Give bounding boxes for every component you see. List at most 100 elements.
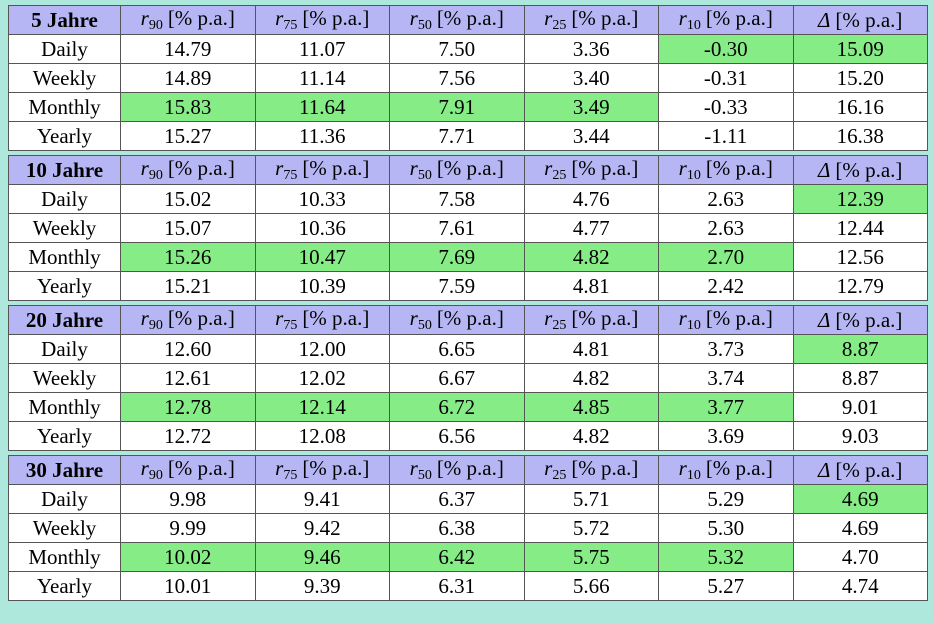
data-row: Daily 12.60 12.00 6.65 4.81 3.73 8.87 — [8, 334, 928, 364]
data-row: Daily 14.79 11.07 7.50 3.36 -0.30 15.09 — [8, 34, 928, 64]
value-cell: 5.27 — [658, 571, 794, 601]
column-header: r90 [% p.a.] — [120, 155, 256, 185]
value-cell: 7.91 — [389, 92, 525, 122]
header-unit: [% p.a.] — [167, 6, 235, 30]
data-row: Weekly 9.99 9.42 6.38 5.72 5.30 4.69 — [8, 513, 928, 543]
data-row: Daily 9.98 9.41 6.37 5.71 5.29 4.69 — [8, 484, 928, 514]
value-cell: 5.29 — [658, 484, 794, 514]
value-cell: 10.02 — [120, 542, 256, 572]
header-symbol: r — [409, 306, 418, 330]
row-label: Weekly — [8, 213, 121, 243]
header-symbol: r — [275, 6, 284, 30]
tables: 5 Jahre r90 [% p.a.] r75 [% p.a.] r50 [% p.a.]… — [8, 5, 928, 605]
value-cell: 6.72 — [389, 392, 525, 422]
data-row: Monthly 12.78 12.14 6.72 4.85 3.77 9.01 — [8, 392, 928, 422]
header-symbol: r — [544, 306, 553, 330]
data-row: Yearly 15.21 10.39 7.59 4.81 2.42 12.79 — [8, 271, 928, 301]
header-symbol: Δ — [818, 7, 831, 32]
header-symbol: r — [678, 306, 687, 330]
header-unit: [% p.a.] — [436, 6, 504, 30]
row-label: Weekly — [8, 63, 121, 93]
value-cell: 9.99 — [120, 513, 256, 543]
data-row: Weekly 14.89 11.14 7.56 3.40 -0.31 15.20 — [8, 63, 928, 93]
header-subscript: 10 — [686, 18, 701, 33]
value-cell: -0.30 — [658, 34, 794, 64]
value-cell: 14.89 — [120, 63, 256, 93]
value-cell: 7.71 — [389, 121, 525, 151]
value-cell: 10.39 — [254, 271, 390, 301]
header-unit: [% p.a.] — [835, 307, 903, 332]
value-cell: 12.60 — [120, 334, 256, 364]
value-cell: 12.02 — [254, 363, 390, 393]
value-cell: -1.11 — [658, 121, 794, 151]
value-cell: 15.20 — [792, 63, 928, 93]
data-row: Yearly 12.72 12.08 6.56 4.82 3.69 9.03 — [8, 421, 928, 451]
value-cell: 10.47 — [254, 242, 390, 272]
value-cell: 11.07 — [254, 34, 390, 64]
header-unit: [% p.a.] — [705, 306, 773, 330]
column-header: Δ [% p.a.] — [792, 155, 928, 185]
header-subscript: 10 — [686, 168, 701, 183]
value-cell: 6.65 — [389, 334, 525, 364]
value-cell: 15.02 — [120, 184, 256, 214]
value-cell: 7.59 — [389, 271, 525, 301]
header-unit: [% p.a.] — [705, 6, 773, 30]
header-symbol: r — [678, 6, 687, 30]
header-subscript: 75 — [283, 168, 298, 183]
column-header: r50 [% p.a.] — [389, 5, 525, 35]
value-cell: 9.46 — [254, 542, 390, 572]
data-row: Monthly 15.26 10.47 7.69 4.82 2.70 12.56 — [8, 242, 928, 272]
period-table: 20 Jahre r90 [% p.a.] r75 [% p.a.] r50 [% p.a.… — [8, 305, 928, 451]
value-cell: 4.76 — [523, 184, 659, 214]
header-symbol: r — [544, 156, 553, 180]
value-cell: 15.26 — [120, 242, 256, 272]
header-unit: [% p.a.] — [835, 157, 903, 182]
header-unit: [% p.a.] — [571, 456, 639, 480]
value-cell: 5.32 — [658, 542, 794, 572]
row-label: Daily — [8, 334, 121, 364]
row-label: Daily — [8, 184, 121, 214]
header-subscript: 25 — [552, 468, 567, 483]
row-label: Daily — [8, 34, 121, 64]
value-cell: 12.14 — [254, 392, 390, 422]
header-unit: [% p.a.] — [436, 156, 504, 180]
value-cell: 12.00 — [254, 334, 390, 364]
value-cell: 2.70 — [658, 242, 794, 272]
row-label: Yearly — [8, 421, 121, 451]
period-table: 10 Jahre r90 [% p.a.] r75 [% p.a.] r50 [% p.a.… — [8, 155, 928, 301]
column-header: Δ [% p.a.] — [792, 455, 928, 485]
header-subscript: 75 — [283, 318, 298, 333]
column-header: r75 [% p.a.] — [254, 305, 390, 335]
value-cell: 6.67 — [389, 363, 525, 393]
value-cell: 2.63 — [658, 184, 794, 214]
period-title: 10 Jahre — [8, 155, 121, 185]
value-cell: 12.44 — [792, 213, 928, 243]
value-cell: 12.39 — [792, 184, 928, 214]
column-header: r50 [% p.a.] — [389, 155, 525, 185]
value-cell: 3.74 — [658, 363, 794, 393]
value-cell: 4.70 — [792, 542, 928, 572]
value-cell: 6.42 — [389, 542, 525, 572]
value-cell: 6.56 — [389, 421, 525, 451]
column-header: r25 [% p.a.] — [523, 5, 659, 35]
value-cell: 9.42 — [254, 513, 390, 543]
header-row: 5 Jahre r90 [% p.a.] r75 [% p.a.] r50 [% p.a.]… — [8, 5, 928, 35]
value-cell: 7.56 — [389, 63, 525, 93]
row-label: Monthly — [8, 92, 121, 122]
value-cell: 12.79 — [792, 271, 928, 301]
header-subscript: 50 — [417, 18, 432, 33]
period-title: 5 Jahre — [8, 5, 121, 35]
column-header: r90 [% p.a.] — [120, 455, 256, 485]
header-symbol: r — [678, 156, 687, 180]
value-cell: 4.69 — [792, 484, 928, 514]
period-title: 30 Jahre — [8, 455, 121, 485]
header-subscript: 50 — [417, 468, 432, 483]
column-header: r90 [% p.a.] — [120, 305, 256, 335]
value-cell: 10.33 — [254, 184, 390, 214]
value-cell: 15.07 — [120, 213, 256, 243]
column-header: r50 [% p.a.] — [389, 455, 525, 485]
header-subscript: 10 — [686, 468, 701, 483]
row-label: Weekly — [8, 513, 121, 543]
value-cell: 2.42 — [658, 271, 794, 301]
value-cell: 16.16 — [792, 92, 928, 122]
